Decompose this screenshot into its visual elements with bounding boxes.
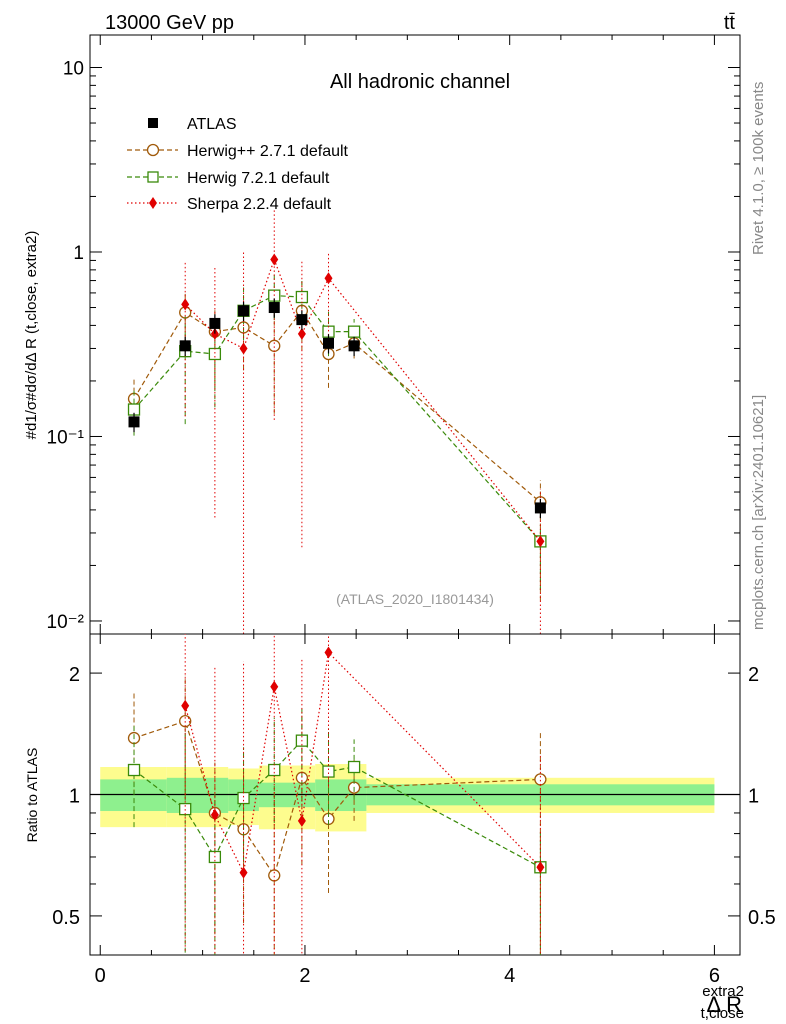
ratio-y-tick-label: 1	[69, 786, 80, 808]
legend-label-sherpa: Sherpa 2.2.4 default	[187, 196, 332, 213]
energy-label: 13000 GeV pp	[105, 12, 234, 34]
y-tick-label: 10⁻¹	[47, 427, 85, 448]
ratio-point-herwig7	[322, 765, 335, 778]
data-point-atlas	[179, 340, 191, 352]
y-tick-label: 10	[63, 58, 84, 79]
point-sherpa	[324, 272, 333, 285]
x-axis-label-main: Δ R	[707, 992, 742, 1017]
point-sherpa	[297, 327, 306, 340]
ratio-y-tick-label-right: 0.5	[748, 907, 776, 929]
y-tick-label: 10⁻²	[47, 612, 85, 633]
data-point-atlas	[296, 314, 308, 326]
point-herwig7	[295, 290, 309, 304]
legend-label-herwigpp: Herwig++ 2.7.1 default	[187, 143, 349, 160]
x-axis-label: Δ R	[707, 992, 742, 1017]
ratio-y-tick-label: 2	[69, 664, 80, 686]
point-herwigpp	[268, 339, 281, 352]
point-sherpa	[239, 342, 248, 355]
x-tick-label: 6	[709, 965, 720, 987]
legend-label-herwig7: Herwig 7.2.1 default	[187, 170, 330, 187]
data-point-atlas	[323, 337, 335, 349]
point-sherpa	[536, 535, 545, 548]
ratio-line-herwigpp	[133, 720, 541, 877]
x-tick-label: 4	[504, 965, 515, 987]
y-axis-label: #d1/σ#dσ/dΔ R (t,close, extra2)	[23, 231, 40, 440]
data-point-atlas	[348, 340, 360, 352]
ratio-point-sherpa	[324, 646, 333, 659]
legend-marker-herwigpp	[146, 143, 160, 157]
legend: ATLAS Herwig++ 2.7.1 default Herwig 7.2.…	[127, 116, 349, 213]
ratio-point-sherpa	[270, 680, 279, 693]
channel-label: All hadronic channel	[330, 71, 510, 93]
ratio-point-herwig7	[347, 760, 361, 774]
data-point-atlas	[268, 302, 280, 314]
series-line-sherpa	[184, 257, 541, 542]
legend-marker-sherpa	[149, 197, 157, 209]
point-sherpa	[181, 298, 190, 311]
ratio-y-tick-label: 0.5	[52, 907, 80, 929]
ratio-point-sherpa	[297, 814, 306, 827]
point-herwig7	[208, 347, 222, 361]
x-tick-label: 0	[95, 965, 106, 987]
data-point-atlas	[238, 305, 250, 317]
y-tick-label: 1	[73, 243, 84, 264]
ratio-y-tick-label-right: 1	[748, 786, 759, 808]
legend-entry-herwig7: Herwig 7.2.1 default	[127, 170, 330, 187]
legend-entry-sherpa: Sherpa 2.2.4 default	[127, 196, 332, 213]
data-point-atlas	[128, 416, 140, 428]
series-line-herwig7	[133, 295, 541, 542]
ratio-line-sherpa	[184, 651, 541, 875]
ratio-panel: 0 2 4 6 0.5 0.5 1 1 2 2	[52, 633, 776, 987]
ratio-point-sherpa	[181, 699, 190, 712]
stat-uncertainty-band	[100, 779, 167, 812]
legend-entry-herwigpp: Herwig++ 2.7.1 default	[127, 143, 349, 160]
ratio-point-herwig7	[127, 763, 141, 777]
data-point-atlas	[534, 502, 546, 514]
ratio-y-tick-label-right: 2	[748, 664, 759, 686]
legend-marker-atlas	[148, 118, 158, 128]
ratio-point-sherpa	[239, 866, 248, 879]
data-point-atlas	[209, 317, 221, 329]
rivet-version-label: Rivet 4.1.0, ≥ 100k events	[750, 82, 767, 255]
mcplots-label: mcplots.cern.ch [arXiv:2401.10621]	[750, 395, 767, 630]
legend-marker-herwig7	[147, 171, 159, 183]
series-line-herwigpp	[133, 309, 541, 503]
ratio-point-herwig7	[268, 763, 281, 777]
ratio-axis-label: Ratio to ATLAS	[24, 748, 40, 843]
point-sherpa	[270, 253, 279, 266]
ratio-point-sherpa	[210, 808, 219, 821]
analysis-watermark: (ATLAS_2020_I1801434)	[336, 591, 494, 607]
legend-entry-atlas: ATLAS	[148, 116, 237, 133]
ratio-point-herwigpp	[534, 773, 547, 786]
process-label: tt̄	[724, 12, 736, 34]
legend-label-atlas: ATLAS	[187, 116, 237, 133]
point-sherpa	[210, 327, 219, 340]
x-axis-label-sup: extra2	[702, 983, 744, 1000]
main-panel: 10⁻² 10⁻¹ 1 10	[47, 34, 741, 644]
ratio-point-herwig7	[237, 791, 250, 805]
ratio-series	[127, 634, 547, 955]
ratio-point-sherpa	[536, 861, 545, 874]
x-axis-label-sub: t,close	[701, 1005, 744, 1022]
x-tick-label: 2	[299, 965, 310, 987]
ratio-point-herwigpp	[268, 869, 281, 882]
point-herwig7	[347, 325, 361, 338]
stat-uncertainty-band	[166, 777, 229, 813]
